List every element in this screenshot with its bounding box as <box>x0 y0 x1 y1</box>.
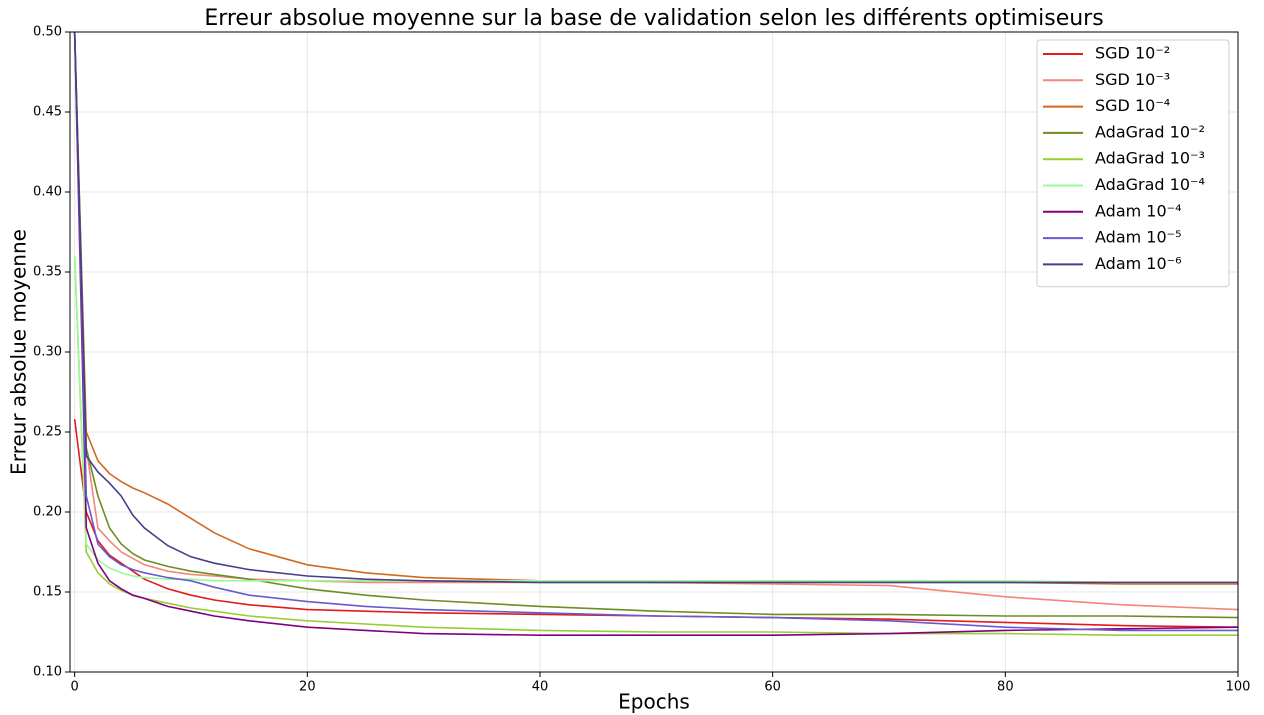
plot-lines <box>73 32 1238 636</box>
x-tick-label: 80 <box>997 680 1014 695</box>
series-line <box>73 32 1238 636</box>
legend-label: SGD 10⁻⁴ <box>1095 96 1170 115</box>
series-line <box>73 255 1238 584</box>
y-tick-label: 0.20 <box>33 505 62 520</box>
chart-title: Erreur absolue moyenne sur la base de va… <box>204 6 1103 31</box>
legend-label: AdaGrad 10⁻³ <box>1095 149 1205 168</box>
x-tick-label: 60 <box>764 680 781 695</box>
y-tick-label: 0.15 <box>33 585 62 600</box>
series-line <box>73 255 1238 636</box>
x-tick-label: 40 <box>532 680 549 695</box>
series-line <box>73 419 1238 628</box>
legend-label: AdaGrad 10⁻⁴ <box>1095 175 1205 194</box>
legend-label: Adam 10⁻⁴ <box>1095 201 1182 220</box>
y-tick-label: 0.50 <box>33 25 62 40</box>
series-line <box>73 32 1238 632</box>
series-line <box>73 32 1238 584</box>
legend-label: SGD 10⁻² <box>1095 44 1170 63</box>
x-tick-label: 100 <box>1226 680 1251 695</box>
y-tick-label: 0.30 <box>33 345 62 360</box>
y-tick-label: 0.45 <box>33 105 62 120</box>
series-line <box>73 32 1238 619</box>
axes: 0 20 40 60 80 100 0.10 0.15 0.20 0.25 0.30 0.35 0.40… <box>33 25 1250 695</box>
x-axis-label: Epochs <box>618 690 690 714</box>
y-tick-label: 0.40 <box>33 185 62 200</box>
legend-label: AdaGrad 10⁻² <box>1095 122 1205 141</box>
x-tick-label: 0 <box>71 680 79 695</box>
legend-label: SGD 10⁻³ <box>1095 70 1170 89</box>
legend-label: Adam 10⁻⁵ <box>1095 228 1182 247</box>
legend: SGD 10⁻² SGD 10⁻³ SGD 10⁻⁴ AdaGrad 10⁻² AdaG… <box>1036 39 1230 288</box>
legend-label: Adam 10⁻⁶ <box>1095 254 1182 273</box>
y-tick-label: 0.25 <box>33 425 62 440</box>
x-tick-label: 20 <box>299 680 316 695</box>
legend-box <box>1036 39 1230 288</box>
y-tick-label: 0.10 <box>33 665 62 680</box>
y-axis-label: Erreur absolue moyenne <box>7 229 31 475</box>
y-tick-label: 0.35 <box>33 265 62 280</box>
